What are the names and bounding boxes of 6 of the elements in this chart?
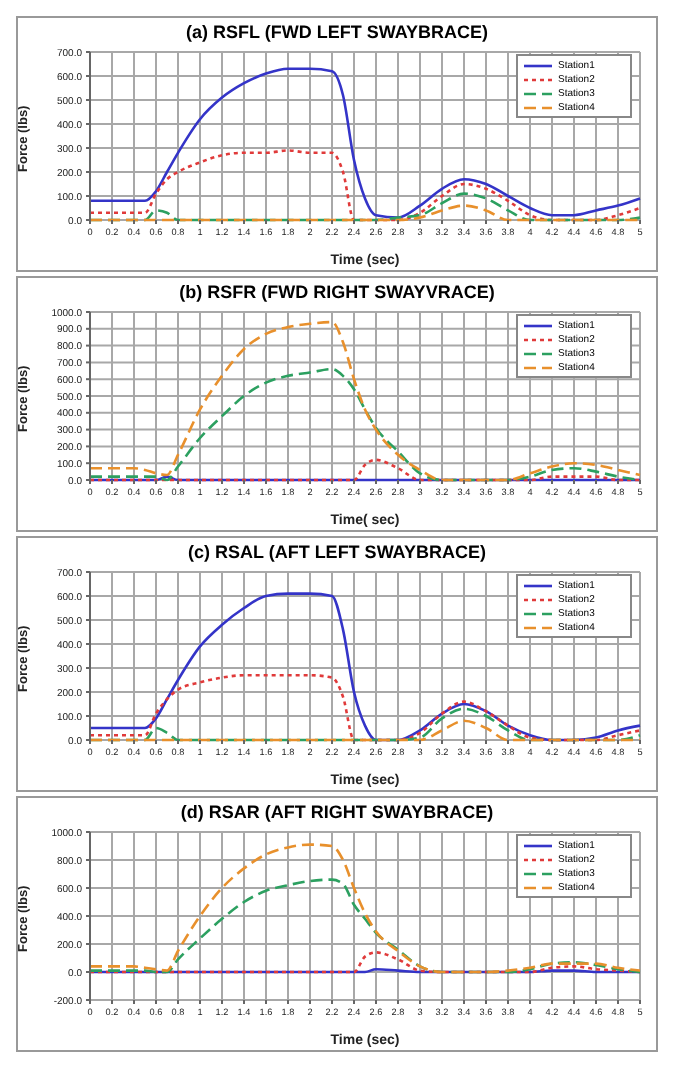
chart-title: (d) RSAR (AFT RIGHT SWAYBRACE): [178, 802, 496, 826]
chart-title: (c) RSAL (AFT LEFT SWAYBRACE): [185, 542, 488, 566]
line-series: [88, 843, 642, 974]
line-series: [88, 878, 642, 974]
chart-title: (a) RSFL (FWD LEFT SWAYBRACE): [184, 22, 490, 46]
chart-title: (b) RSFR (FWD RIGHT SWAYVRACE): [177, 282, 497, 306]
